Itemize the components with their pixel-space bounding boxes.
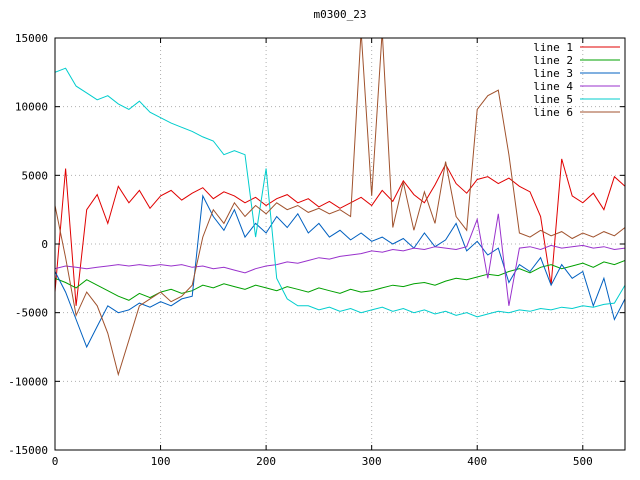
legend-label-4: line 4 — [533, 80, 573, 93]
series-line-5 — [55, 67, 625, 318]
x-tick-label: 200 — [256, 455, 276, 468]
series-line-3 — [55, 194, 625, 349]
series-line-2 — [55, 260, 625, 301]
series-line-1 — [55, 158, 625, 306]
legend-label-2: line 2 — [533, 54, 573, 67]
y-tick-label: 5000 — [22, 169, 49, 182]
y-tick-label: -10000 — [8, 375, 48, 388]
x-tick-label: 300 — [362, 455, 382, 468]
x-tick-label: 0 — [52, 455, 59, 468]
legend-label-3: line 3 — [533, 67, 573, 80]
y-tick-label: 10000 — [15, 101, 48, 114]
y-tick-label: -5000 — [15, 307, 48, 320]
series-line-6 — [55, 38, 625, 377]
x-tick-label: 500 — [573, 455, 593, 468]
y-tick-label: 15000 — [15, 32, 48, 45]
chart-title: m0300_23 — [313, 8, 367, 21]
series-line-4 — [55, 213, 625, 306]
legend-label-6: line 6 — [533, 106, 573, 119]
y-tick-label: 0 — [41, 238, 48, 251]
x-tick-label: 400 — [467, 455, 487, 468]
x-tick-label: 100 — [151, 455, 171, 468]
legend-label-5: line 5 — [533, 93, 573, 106]
y-tick-label: -15000 — [8, 444, 48, 457]
series-group — [55, 38, 625, 377]
legend-label-1: line 1 — [533, 41, 573, 54]
